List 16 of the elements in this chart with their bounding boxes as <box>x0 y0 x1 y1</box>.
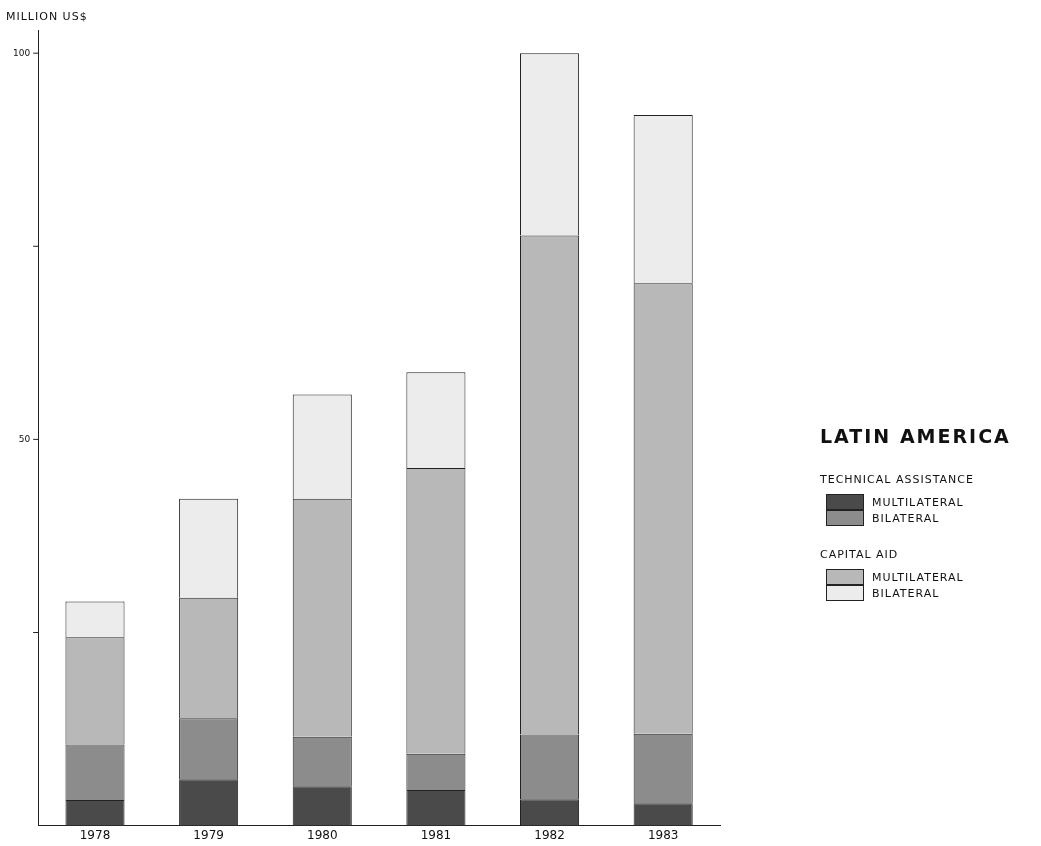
legend-label: BILATERAL <box>872 586 940 600</box>
y-tick-label: 50 <box>18 433 31 444</box>
y-axis-title: MILLION US$ <box>6 10 88 23</box>
x-tick-label: 1979 <box>193 827 224 842</box>
x-tick-label: 1980 <box>307 827 338 842</box>
legend-label: BILATERAL <box>872 511 940 525</box>
x-tick-label: 1982 <box>534 827 565 842</box>
legend-label: MULTILATERAL <box>872 495 964 509</box>
x-tick-label: 1983 <box>647 827 679 842</box>
legend-label: MULTILATERAL <box>872 570 964 584</box>
x-tick-label: 1978 <box>79 827 111 842</box>
text: LATIN AMERICA <box>820 425 1012 447</box>
y-tick-label: 100 <box>12 47 31 58</box>
x-tick-label: 1981 <box>420 827 452 842</box>
text: CAPITAL AID <box>820 548 900 561</box>
text: TECHNICAL ASSISTANCE <box>820 473 975 486</box>
